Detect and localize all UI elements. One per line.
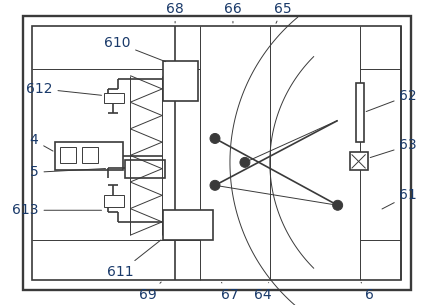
Text: 6: 6 bbox=[361, 282, 374, 302]
Circle shape bbox=[210, 134, 220, 143]
Bar bbox=[104, 195, 124, 207]
Bar bbox=[104, 93, 124, 102]
Circle shape bbox=[333, 200, 343, 210]
Text: 613: 613 bbox=[12, 203, 101, 217]
Text: 612: 612 bbox=[26, 82, 101, 95]
Bar bbox=[55, 142, 123, 170]
Text: 65: 65 bbox=[274, 2, 292, 23]
Bar bbox=[163, 61, 198, 101]
Text: 63: 63 bbox=[370, 138, 417, 158]
Text: 66: 66 bbox=[224, 2, 242, 23]
Bar bbox=[32, 26, 401, 280]
Text: 61: 61 bbox=[382, 188, 417, 209]
Text: 62: 62 bbox=[366, 88, 417, 112]
Text: 610: 610 bbox=[104, 36, 166, 62]
Bar bbox=[356, 83, 363, 142]
Text: 5: 5 bbox=[30, 165, 106, 179]
Bar bbox=[125, 160, 165, 178]
Text: 64: 64 bbox=[254, 283, 272, 302]
Text: 69: 69 bbox=[139, 282, 161, 302]
Text: 68: 68 bbox=[166, 2, 184, 23]
Bar bbox=[82, 147, 98, 163]
Text: 611: 611 bbox=[107, 240, 161, 279]
Bar bbox=[163, 210, 213, 240]
Circle shape bbox=[240, 157, 250, 167]
Text: 67: 67 bbox=[221, 282, 239, 302]
Bar bbox=[60, 147, 76, 163]
Text: 4: 4 bbox=[30, 134, 53, 151]
Bar bbox=[350, 152, 368, 170]
Circle shape bbox=[210, 180, 220, 190]
